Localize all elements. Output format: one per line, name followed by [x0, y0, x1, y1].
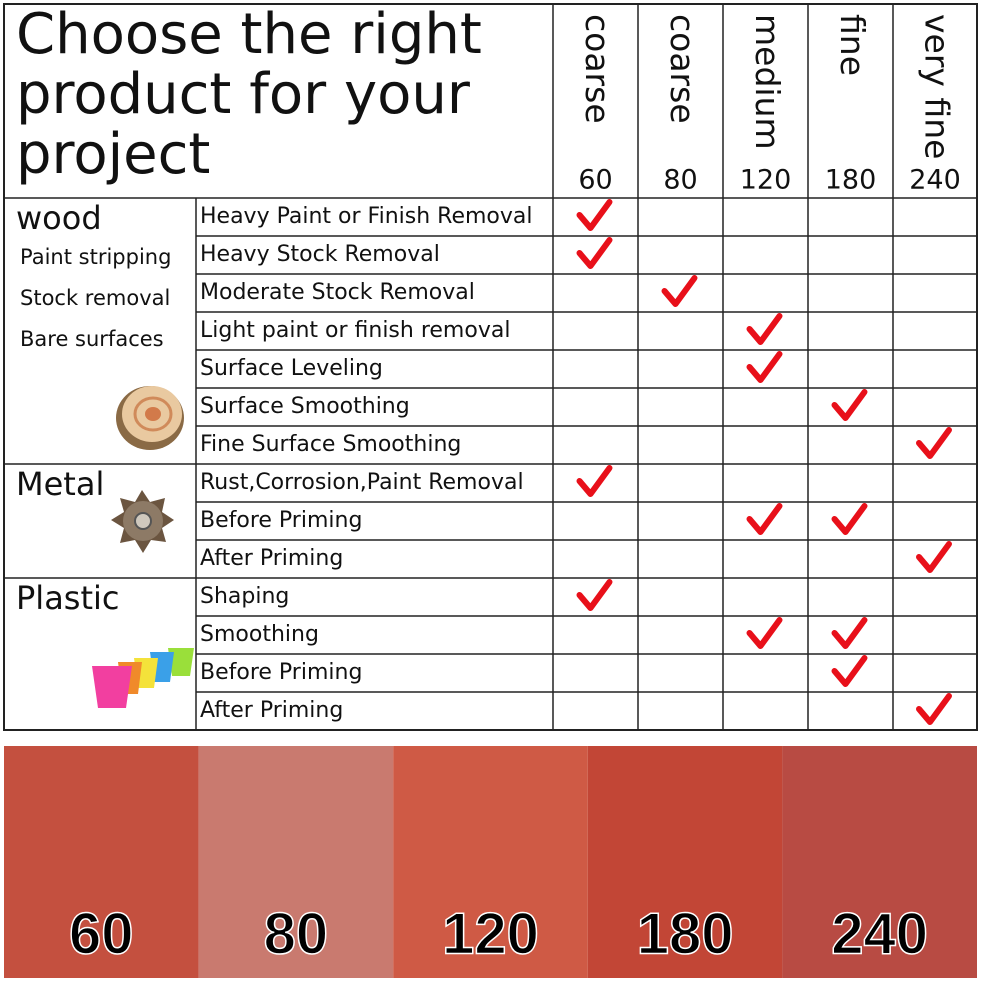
check-mark	[576, 465, 613, 497]
group-name: wood	[16, 199, 102, 237]
check-mark	[661, 275, 698, 307]
grade-name: medium	[748, 14, 787, 150]
group-name: Metal	[16, 465, 104, 503]
title-line: Choose the right	[16, 2, 482, 67]
check-mark	[916, 541, 952, 573]
check-mark	[746, 351, 783, 383]
task-label: Surface Smoothing	[200, 394, 410, 419]
task-label: After Priming	[200, 546, 343, 571]
task-label: Heavy Stock Removal	[200, 242, 440, 267]
check-mark	[916, 427, 952, 459]
grade-name: coarse	[578, 14, 617, 124]
title-line: project	[16, 122, 210, 187]
icons	[92, 386, 194, 708]
table-frame	[3, 3, 978, 731]
grade-number: 180	[825, 165, 877, 196]
check-mark	[831, 617, 868, 649]
group-name: Plastic	[16, 579, 120, 617]
grade-number: 120	[740, 165, 792, 196]
swatch-label: 240	[831, 901, 928, 966]
cups-icon	[92, 648, 194, 708]
check-mark	[831, 655, 868, 687]
saw-blade-icon	[111, 490, 174, 553]
grade-number: 80	[663, 165, 697, 196]
group-note: Stock removal	[20, 286, 170, 310]
task-label: Smoothing	[200, 622, 319, 647]
task-label: Surface Leveling	[200, 356, 383, 381]
task-label: Heavy Paint or Finish Removal	[200, 204, 532, 229]
task-label: Light paint or finish removal	[200, 318, 510, 343]
sandpaper-swatch	[393, 746, 588, 978]
task-label: Moderate Stock Removal	[200, 280, 475, 305]
task-label: Before Priming	[200, 660, 362, 685]
check-mark	[746, 313, 783, 345]
task-label: Before Priming	[200, 508, 362, 533]
check-mark	[746, 617, 783, 649]
check-mark	[831, 389, 868, 421]
swatch-label: 180	[637, 901, 734, 966]
grade-name: very fine	[918, 14, 957, 159]
check-mark	[746, 503, 783, 535]
check-mark	[916, 693, 952, 725]
check-mark	[576, 199, 613, 231]
grade-number: 60	[578, 165, 612, 196]
group-note: Bare surfaces	[20, 327, 164, 351]
wood-icon	[116, 386, 184, 450]
sandpaper-swatch	[4, 746, 199, 978]
swatch-label: 60	[69, 901, 134, 966]
grade-name: fine	[833, 14, 872, 76]
sandpaper-swatch	[198, 746, 394, 978]
task-label: Fine Surface Smoothing	[200, 432, 461, 457]
task-label: Shaping	[200, 584, 289, 609]
sandpaper-swatch	[782, 746, 977, 978]
grade-number: 240	[909, 165, 961, 196]
task-label: Rust,Corrosion,Paint Removal	[200, 470, 524, 495]
check-mark	[831, 503, 868, 535]
sandpaper-swatch	[587, 746, 783, 978]
swatch-label: 80	[264, 901, 329, 966]
title-line: product for your	[16, 62, 471, 127]
check-mark	[576, 237, 613, 269]
check-mark	[576, 579, 613, 611]
swatch-label: 120	[442, 901, 539, 966]
grade-name: coarse	[663, 14, 702, 124]
task-label: After Priming	[200, 698, 343, 723]
group-note: Paint stripping	[20, 245, 171, 269]
